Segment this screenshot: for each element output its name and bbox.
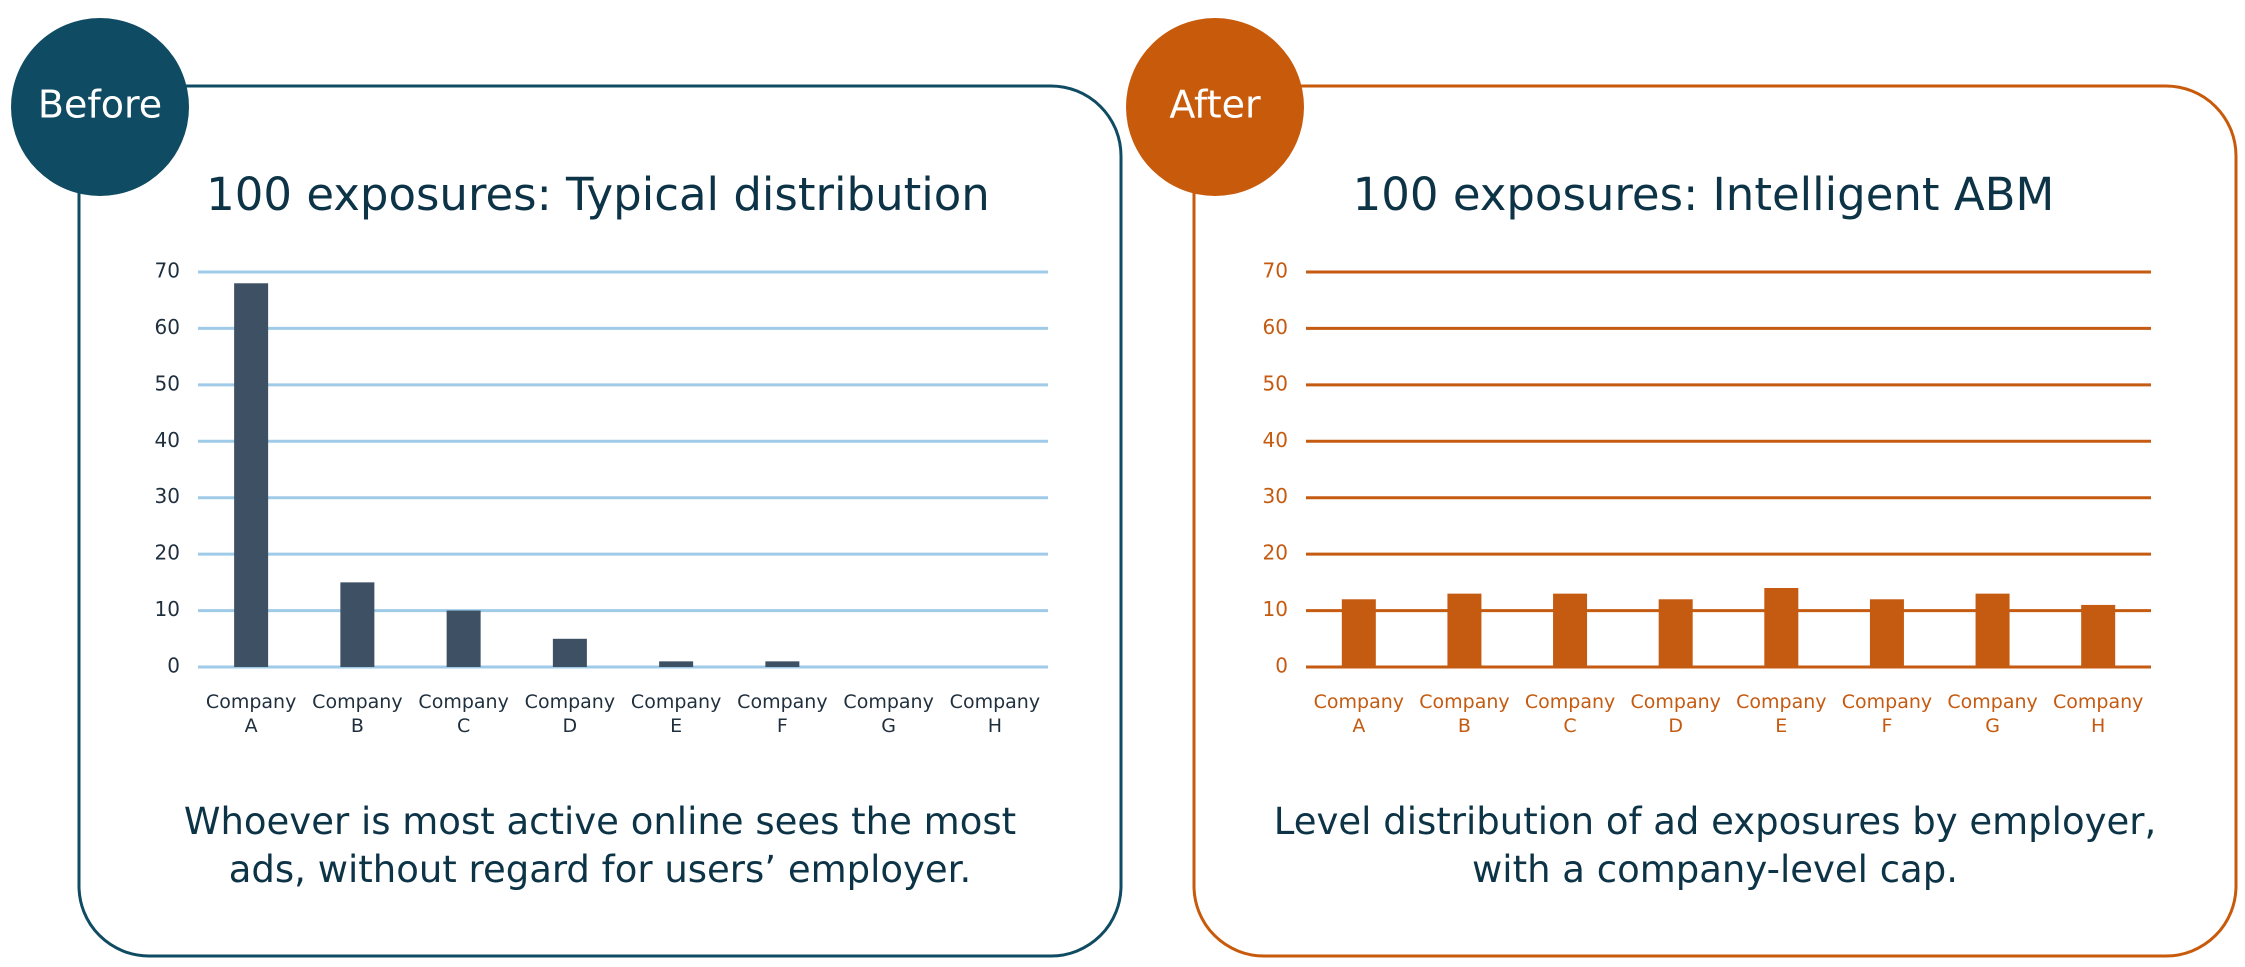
- chart-title: 100 exposures: Typical distribution: [206, 168, 990, 221]
- y-tick-label: 60: [1263, 315, 1288, 339]
- panel-frame: [77, 84, 1123, 958]
- badge: [11, 18, 189, 196]
- badge: [1126, 18, 1304, 196]
- x-tick-label: Company D: [1630, 691, 1721, 737]
- x-tick-label: Company A: [205, 691, 297, 737]
- x-tick-label: Company A: [1313, 691, 1404, 737]
- x-tick-label: Company D: [524, 691, 616, 737]
- bar: [2081, 604, 2116, 667]
- y-tick-label: 40: [1263, 428, 1288, 452]
- bar: [1764, 588, 1799, 667]
- panel-frame: [1192, 84, 2238, 958]
- caption: Level distribution of ad exposures by em…: [1273, 800, 2157, 891]
- bar: [1658, 599, 1693, 667]
- y-tick-label: 20: [1263, 541, 1288, 565]
- y-tick-label: 30: [155, 484, 180, 508]
- bar: [234, 283, 269, 667]
- x-tick-label: Company E: [1736, 691, 1827, 737]
- y-tick-label: 70: [155, 259, 180, 283]
- bar: [552, 638, 587, 667]
- y-tick-label: 40: [155, 428, 180, 452]
- x-tick-label: Company F: [737, 691, 828, 737]
- y-tick-label: 60: [155, 315, 180, 339]
- bar: [659, 661, 694, 667]
- bar: [1341, 599, 1376, 667]
- x-tick-label: Company H: [2052, 691, 2144, 737]
- y-tick-label: 10: [1263, 597, 1288, 621]
- x-tick-label: Company F: [1841, 691, 1933, 737]
- badge-label: Before: [38, 83, 162, 127]
- y-tick-label: 50: [155, 371, 180, 395]
- bar: [765, 661, 800, 667]
- y-tick-label: 20: [155, 541, 180, 565]
- bar: [446, 610, 481, 667]
- x-tick-label: Company B: [1419, 691, 1510, 737]
- y-tick-label: 0: [167, 654, 180, 678]
- x-tick-label: Company G: [843, 691, 934, 737]
- x-tick-label: Company C: [1524, 691, 1616, 737]
- bar: [1447, 593, 1482, 667]
- y-tick-label: 50: [1263, 371, 1288, 395]
- bar: [1869, 599, 1904, 667]
- bar: [1553, 593, 1588, 667]
- y-tick-label: 30: [1263, 484, 1288, 508]
- y-tick-label: 70: [1263, 259, 1288, 283]
- x-tick-label: Company G: [1947, 691, 2038, 737]
- bar: [1975, 593, 2010, 667]
- y-tick-label: 10: [155, 597, 180, 621]
- badge-label: After: [1169, 83, 1261, 127]
- bar: [340, 582, 375, 667]
- x-tick-label: Company B: [312, 691, 403, 737]
- x-tick-label: Company H: [949, 691, 1041, 737]
- caption: Whoever is most active online sees the m…: [183, 800, 1017, 891]
- chart-title: 100 exposures: Intelligent ABM: [1353, 168, 2055, 221]
- x-tick-label: Company E: [630, 691, 722, 737]
- x-tick-label: Company C: [418, 691, 509, 737]
- y-tick-label: 0: [1275, 654, 1288, 678]
